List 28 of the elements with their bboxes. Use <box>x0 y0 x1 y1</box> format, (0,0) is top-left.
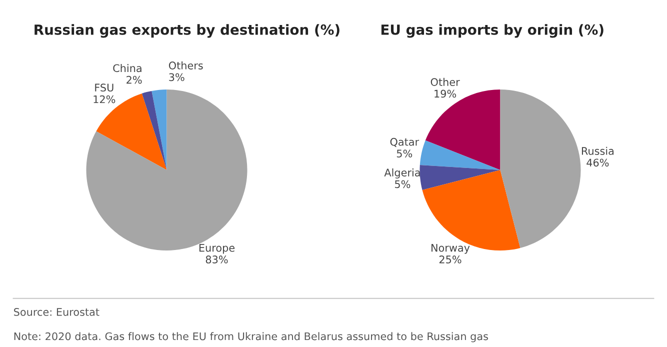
pie-slice <box>142 90 167 170</box>
data-label: 19% <box>434 90 456 98</box>
slice-label: Qatar <box>390 138 420 147</box>
pie-slice <box>152 90 167 170</box>
source-note: Source: Eurostat <box>14 308 100 316</box>
slice-label: FSU <box>95 84 114 92</box>
data-label: 12% <box>94 95 116 104</box>
slice-label: Algeria <box>384 168 420 178</box>
pie-slice <box>420 164 500 190</box>
slice-label: Other <box>430 78 460 86</box>
data-label: 25% <box>439 256 462 264</box>
data-label: 5% <box>395 180 410 188</box>
slice-label: Norway <box>432 244 470 254</box>
data-label: 2% <box>126 76 142 84</box>
chart-title: Russian gas exports by destination (%) <box>34 24 340 38</box>
slice-label: Others <box>168 61 203 70</box>
data-label: 83% <box>206 256 228 264</box>
pie-slice <box>500 90 581 248</box>
data-label: 46% <box>586 158 609 167</box>
pie-slice <box>420 140 500 170</box>
text: Note: 2020 data. Gas flows to the EU from Ukraine and Belarus assumed to be Russian gas <box>14 332 488 342</box>
data-label: 5% <box>396 150 412 158</box>
pie-slice <box>425 90 500 170</box>
slice-label: Russia <box>582 146 614 155</box>
slice-label: China <box>113 64 142 72</box>
slice-label: Europe <box>199 244 235 254</box>
data-label: 3% <box>169 73 184 82</box>
chart-title: EU gas imports by origin (%) <box>381 24 604 38</box>
